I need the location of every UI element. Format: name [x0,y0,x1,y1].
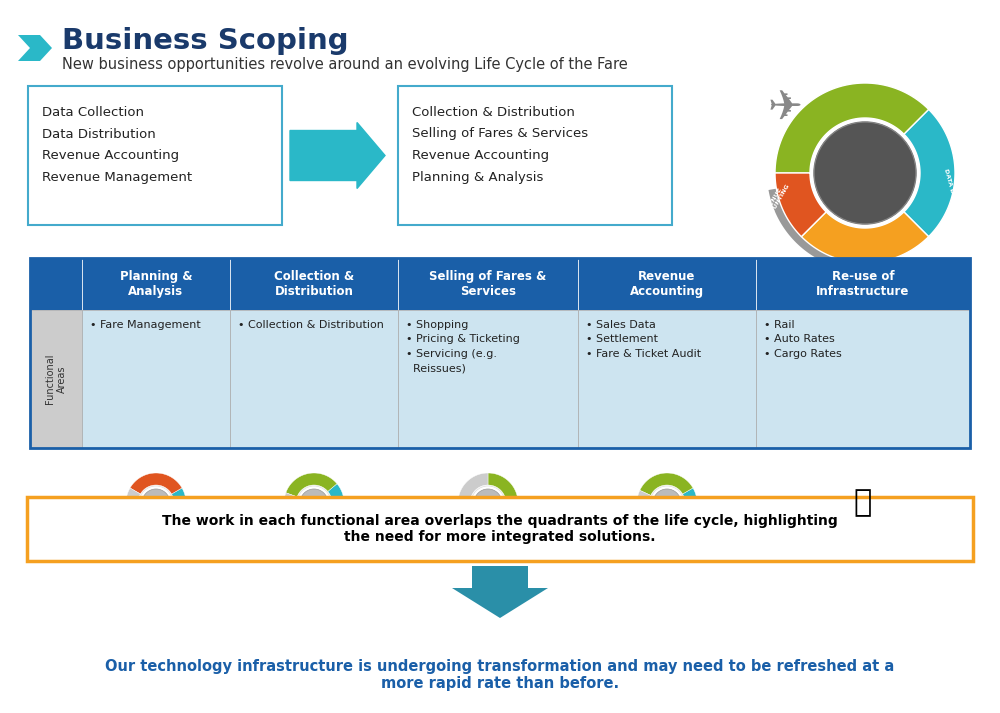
Polygon shape [328,483,344,503]
FancyBboxPatch shape [30,310,82,448]
Polygon shape [286,473,337,497]
FancyBboxPatch shape [578,258,756,310]
Text: Re-use of
Infrastructure: Re-use of Infrastructure [816,270,910,298]
Circle shape [297,486,331,520]
FancyBboxPatch shape [230,310,398,448]
Text: • Sales Data
• Settlement
• Fare & Ticket Audit: • Sales Data • Settlement • Fare & Ticke… [586,320,701,359]
Text: Revenue
Accounting: Revenue Accounting [630,270,704,298]
Text: ✈: ✈ [768,87,802,129]
FancyBboxPatch shape [30,258,82,310]
Circle shape [142,489,170,517]
Polygon shape [130,473,182,494]
Circle shape [471,486,505,520]
Circle shape [300,489,328,517]
FancyBboxPatch shape [578,310,756,448]
Text: DATA DISTRIBUTION: DATA DISTRIBUTION [943,168,966,238]
Polygon shape [172,488,186,503]
Text: REVENUE
ACCOUNTING: REVENUE ACCOUNTING [759,180,791,226]
Polygon shape [683,488,697,503]
FancyBboxPatch shape [398,310,578,448]
FancyBboxPatch shape [756,310,970,448]
FancyBboxPatch shape [756,258,970,310]
Polygon shape [801,212,929,263]
Text: 📊: 📊 [854,488,872,518]
Polygon shape [320,503,344,531]
Text: Planning &
Analysis: Planning & Analysis [120,270,192,298]
Polygon shape [775,173,826,237]
Circle shape [653,489,681,517]
Polygon shape [640,473,693,496]
Polygon shape [500,503,518,526]
Text: New business opportunities revolve around an evolving Life Cycle of the Fare: New business opportunities revolve aroun… [62,58,628,73]
FancyBboxPatch shape [27,497,973,561]
Text: The work in each functional area overlaps the quadrants of the life cycle, highl: The work in each functional area overlap… [162,514,838,544]
Text: Business Scoping: Business Scoping [62,27,349,55]
Text: REVENUE
MANAGEMENT: REVENUE MANAGEMENT [741,107,779,155]
Circle shape [139,486,173,520]
Text: Collection & Distribution
Selling of Fares & Services
Revenue Accounting
Plannin: Collection & Distribution Selling of Far… [412,106,588,183]
Polygon shape [637,491,651,513]
Polygon shape [126,488,140,518]
Text: • Rail
• Auto Rates
• Cargo Rates: • Rail • Auto Rates • Cargo Rates [764,320,842,359]
Polygon shape [768,184,890,271]
Text: Functional
Areas: Functional Areas [45,354,67,404]
Polygon shape [488,473,518,503]
Text: Selling of Fares &
Services: Selling of Fares & Services [429,270,547,298]
Polygon shape [162,503,186,531]
Polygon shape [286,509,324,533]
Polygon shape [460,509,507,533]
Text: Our technology infrastructure is undergoing transformation and may need to be re: Our technology infrastructure is undergo… [105,659,895,691]
FancyBboxPatch shape [398,86,672,225]
Text: DATA COLLECTION: DATA COLLECTION [927,66,978,125]
Polygon shape [452,566,548,618]
Polygon shape [18,35,52,61]
Text: • Collection & Distribution: • Collection & Distribution [238,320,384,330]
FancyArrow shape [290,123,385,188]
Circle shape [474,489,502,517]
Polygon shape [130,512,166,533]
Text: Collection &
Distribution: Collection & Distribution [274,270,354,298]
Polygon shape [675,503,697,530]
Polygon shape [775,83,929,173]
FancyBboxPatch shape [82,310,230,448]
FancyBboxPatch shape [230,258,398,310]
Polygon shape [284,493,297,513]
Text: Data Collection
Data Distribution
Revenue Accounting
Revenue Management: Data Collection Data Distribution Revenu… [42,106,192,183]
Text: • Shopping
• Pricing & Ticketing
• Servicing (e.g.
  Reissues): • Shopping • Pricing & Ticketing • Servi… [406,320,520,373]
Text: • Fare Management: • Fare Management [90,320,201,330]
FancyBboxPatch shape [398,258,578,310]
Polygon shape [458,473,488,513]
Polygon shape [904,109,955,237]
Polygon shape [639,509,680,533]
FancyBboxPatch shape [28,86,282,225]
Circle shape [650,486,684,520]
FancyBboxPatch shape [82,258,230,310]
Circle shape [814,122,916,224]
